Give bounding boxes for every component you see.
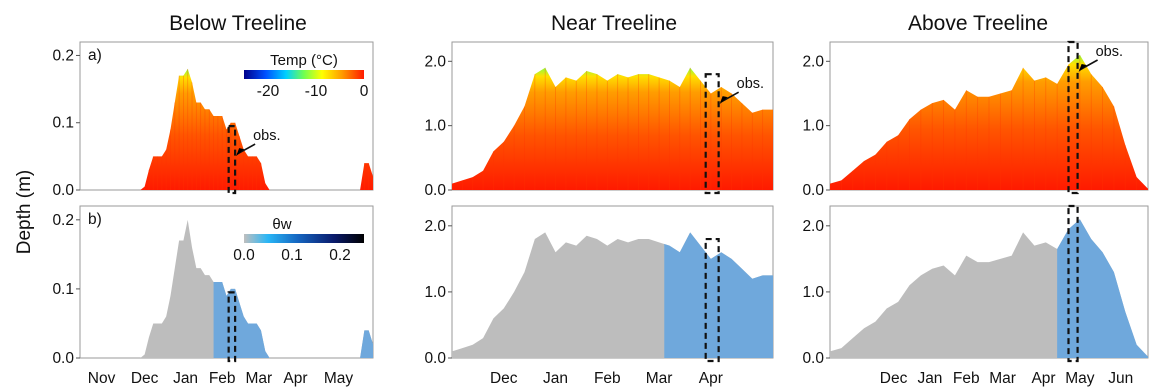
title-near-treeline: Near Treeline (551, 12, 677, 35)
x-tick-label: Dec (880, 370, 908, 387)
panel-r0c2: 0.0 1.0 2.0 obs. (802, 40, 1149, 199)
y-tick-label: 2.0 (802, 53, 824, 70)
snow-temperature-area (80, 68, 373, 190)
colorbar (244, 70, 364, 79)
plot-area (452, 67, 773, 190)
y-tick-label: 1.0 (424, 284, 446, 301)
x-tick-label: Feb (594, 370, 621, 387)
y-tick-label: 0.1 (52, 281, 74, 298)
panel-r0c0: 0.0 0.1 0.2 obs. a) Temp (°C) -20 -10 0 (52, 41, 374, 199)
x-tick-label: Apr (1031, 370, 1055, 387)
panel-label: a) (88, 47, 102, 64)
title-below-treeline: Below Treeline (169, 12, 307, 35)
snow-wet-area (213, 281, 373, 358)
x-tick-label: Jan (173, 370, 198, 387)
obs-dashed-box (1067, 204, 1079, 363)
snow-temperature-area (452, 67, 773, 190)
obs-arrowhead (719, 96, 728, 105)
y-tick-label: 1.0 (424, 118, 446, 135)
x-tick-label: Dec (490, 370, 518, 387)
x-tick-label: Mar (989, 370, 1016, 387)
obs-label: obs. (737, 76, 764, 92)
colorbar-tick-label: 0.1 (281, 247, 303, 264)
obs-dashed-box (1067, 40, 1079, 195)
plot-area (80, 219, 373, 358)
colorbar-tick-label: -20 (257, 83, 280, 100)
x-tick-label: Feb (209, 370, 236, 387)
panel-r1c1: 0.0 1.0 2.0 Dec Jan Feb Mar Apr (424, 205, 774, 387)
colorbar-tick-label: 0 (360, 83, 369, 100)
obs-dashed-box (704, 237, 720, 363)
snow-wet-area (664, 232, 773, 358)
obs-dashed-box (227, 291, 237, 363)
panels: 0.0 0.1 0.2 obs. a) Temp (°C) -20 -10 0 0.0 1.0 2.0… (52, 40, 1149, 387)
x-tick-label: Jun (1108, 370, 1133, 387)
obs-label: obs. (253, 128, 280, 144)
x-tick-label: Nov (88, 370, 116, 387)
y-tick-label: 2.0 (424, 218, 446, 235)
y-axis-label: Depth (m) (14, 170, 35, 254)
snow-wet-area (1057, 219, 1148, 358)
y-tick-label: 2.0 (802, 218, 824, 235)
x-tick-label: Jan (543, 370, 568, 387)
panel-r1c0: 0.0 0.1 0.2 Nov Dec Jan Feb Mar Apr May b) θw 0.0 0.1… (52, 205, 374, 387)
obs-arrowhead (1078, 64, 1087, 72)
colorbar-tick-label: 0.0 (233, 247, 255, 264)
y-tick-label: 0.0 (802, 350, 824, 367)
plot-area (80, 68, 373, 190)
y-tick-label: 2.0 (424, 53, 446, 70)
x-tick-label: Apr (283, 370, 307, 387)
colorbar (244, 234, 364, 243)
obs-arrowhead (236, 148, 245, 157)
x-tick-label: Jan (917, 370, 942, 387)
x-tick-label: Apr (699, 370, 723, 387)
x-tick-label: May (324, 370, 354, 387)
colorbar-tick-label: 0.2 (329, 247, 351, 264)
panel-r1c2: 0.0 1.0 2.0 Dec Jan Feb Mar Apr May Jun (802, 204, 1149, 387)
colorbar-tick-label: -10 (305, 83, 328, 100)
x-tick-label: Feb (953, 370, 980, 387)
plot-area (830, 54, 1148, 190)
obs-dashed-box (704, 73, 720, 195)
x-tick-label: Mar (646, 370, 673, 387)
y-tick-label: 0.1 (52, 115, 74, 132)
plot-area (830, 219, 1148, 358)
y-tick-label: 0.2 (52, 47, 74, 64)
x-tick-label: May (1065, 370, 1095, 387)
y-tick-label: 1.0 (802, 118, 824, 135)
y-tick-label: 0.0 (424, 350, 446, 367)
y-tick-label: 0.0 (424, 182, 446, 199)
obs-label: obs. (1096, 44, 1123, 60)
x-tick-label: Dec (131, 370, 159, 387)
y-tick-label: 0.0 (52, 350, 74, 367)
y-tick-label: 0.0 (52, 182, 74, 199)
colorbar-title: θw (272, 216, 291, 233)
panel-label: b) (88, 211, 102, 228)
x-tick-label: Mar (245, 370, 272, 387)
y-tick-label: 1.0 (802, 284, 824, 301)
obs-dashed-box (227, 124, 237, 195)
title-above-treeline: Above Treeline (908, 12, 1048, 35)
y-tick-label: 0.0 (802, 182, 824, 199)
plot-area (452, 232, 773, 358)
panel-r0c1: 0.0 1.0 2.0 obs. (424, 41, 774, 199)
colorbar-title: Temp (°C) (270, 52, 338, 69)
y-tick-label: 0.2 (52, 212, 74, 229)
